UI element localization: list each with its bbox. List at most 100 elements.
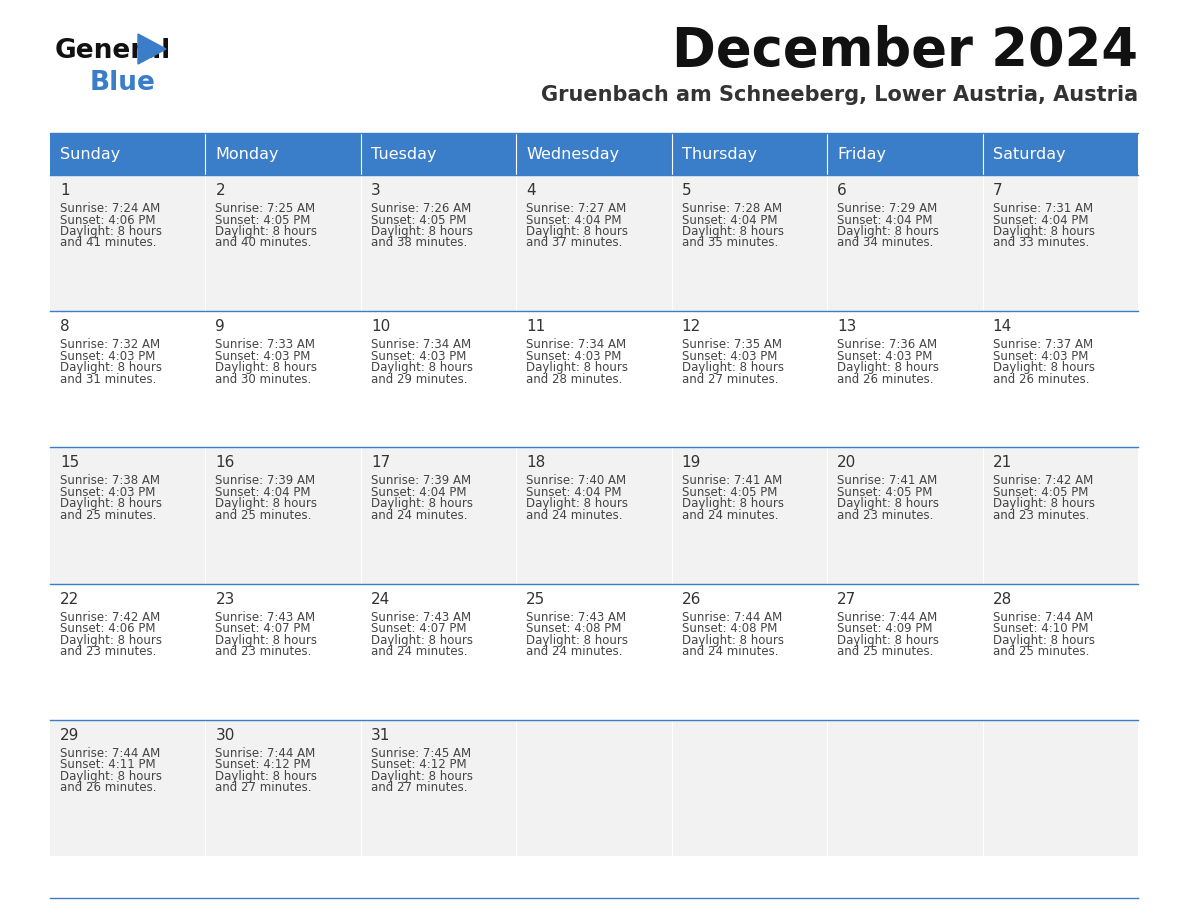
Text: Friday: Friday [838,147,886,162]
Text: General: General [55,38,171,64]
Text: Daylight: 8 hours: Daylight: 8 hours [61,770,162,783]
Text: Daylight: 8 hours: Daylight: 8 hours [61,361,162,375]
Text: Sunset: 4:05 PM: Sunset: 4:05 PM [215,214,311,227]
Text: and 41 minutes.: and 41 minutes. [61,237,157,250]
Text: and 23 minutes.: and 23 minutes. [61,645,157,658]
Text: Sunset: 4:04 PM: Sunset: 4:04 PM [371,486,467,498]
Bar [50,584,206,720]
Text: 28: 28 [992,591,1012,607]
Text: Daylight: 8 hours: Daylight: 8 hours [838,225,940,238]
Text: and 24 minutes.: and 24 minutes. [526,509,623,522]
Text: Sunrise: 7:35 AM: Sunrise: 7:35 AM [682,338,782,352]
Text: Sunset: 4:07 PM: Sunset: 4:07 PM [215,622,311,635]
Text: Daylight: 8 hours: Daylight: 8 hours [838,498,940,510]
Text: Sunrise: 7:43 AM: Sunrise: 7:43 AM [526,610,626,623]
Text: and 34 minutes.: and 34 minutes. [838,237,934,250]
Text: Sunrise: 7:36 AM: Sunrise: 7:36 AM [838,338,937,352]
Bar [827,311,982,447]
Bar [671,133,827,175]
Text: Thursday: Thursday [682,147,757,162]
Text: Sunset: 4:08 PM: Sunset: 4:08 PM [526,622,621,635]
Text: Sunset: 4:03 PM: Sunset: 4:03 PM [61,350,156,363]
Bar [982,175,1138,311]
Bar [361,175,517,311]
Bar [517,447,671,584]
Text: Sunset: 4:04 PM: Sunset: 4:04 PM [526,214,621,227]
Bar [206,447,361,584]
Text: and 28 minutes.: and 28 minutes. [526,373,623,386]
Bar [671,584,827,720]
Bar [206,133,361,175]
Text: Daylight: 8 hours: Daylight: 8 hours [992,361,1094,375]
Bar [50,175,206,311]
Text: and 24 minutes.: and 24 minutes. [371,509,467,522]
Text: Sunrise: 7:39 AM: Sunrise: 7:39 AM [215,475,316,487]
Text: and 27 minutes.: and 27 minutes. [215,781,312,794]
Text: 9: 9 [215,319,226,334]
Text: December 2024: December 2024 [672,25,1138,77]
Text: Sunrise: 7:44 AM: Sunrise: 7:44 AM [682,610,782,623]
Text: Sunrise: 7:33 AM: Sunrise: 7:33 AM [215,338,316,352]
Text: Daylight: 8 hours: Daylight: 8 hours [526,498,628,510]
Text: Sunrise: 7:44 AM: Sunrise: 7:44 AM [61,747,160,760]
Text: Daylight: 8 hours: Daylight: 8 hours [526,225,628,238]
Text: Daylight: 8 hours: Daylight: 8 hours [526,361,628,375]
Bar [361,447,517,584]
Text: and 23 minutes.: and 23 minutes. [838,509,934,522]
Text: Sunset: 4:04 PM: Sunset: 4:04 PM [215,486,311,498]
Text: Blue: Blue [90,70,156,96]
Text: 1: 1 [61,183,70,198]
Text: Sunset: 4:03 PM: Sunset: 4:03 PM [992,350,1088,363]
Text: Sunrise: 7:31 AM: Sunrise: 7:31 AM [992,202,1093,215]
Text: Daylight: 8 hours: Daylight: 8 hours [61,633,162,646]
Text: and 35 minutes.: and 35 minutes. [682,237,778,250]
Text: 13: 13 [838,319,857,334]
Text: Sunrise: 7:43 AM: Sunrise: 7:43 AM [215,610,316,623]
Bar [982,133,1138,175]
Text: Sunset: 4:06 PM: Sunset: 4:06 PM [61,214,156,227]
Text: 27: 27 [838,591,857,607]
Text: and 31 minutes.: and 31 minutes. [61,373,157,386]
Text: Sunrise: 7:41 AM: Sunrise: 7:41 AM [838,475,937,487]
Text: and 25 minutes.: and 25 minutes. [61,509,157,522]
Text: 29: 29 [61,728,80,743]
Text: and 26 minutes.: and 26 minutes. [992,373,1089,386]
Text: Sunrise: 7:28 AM: Sunrise: 7:28 AM [682,202,782,215]
Text: and 26 minutes.: and 26 minutes. [838,373,934,386]
Text: 15: 15 [61,455,80,470]
Bar [206,584,361,720]
Text: and 24 minutes.: and 24 minutes. [682,509,778,522]
Text: Sunset: 4:09 PM: Sunset: 4:09 PM [838,622,933,635]
Text: Sunset: 4:11 PM: Sunset: 4:11 PM [61,758,156,771]
Text: Sunrise: 7:42 AM: Sunrise: 7:42 AM [61,610,160,623]
Bar [982,311,1138,447]
Text: Daylight: 8 hours: Daylight: 8 hours [215,633,317,646]
Text: Sunset: 4:03 PM: Sunset: 4:03 PM [61,486,156,498]
Text: 6: 6 [838,183,847,198]
Text: Sunrise: 7:38 AM: Sunrise: 7:38 AM [61,475,160,487]
Text: Sunset: 4:04 PM: Sunset: 4:04 PM [682,214,777,227]
Text: Sunset: 4:03 PM: Sunset: 4:03 PM [838,350,933,363]
Text: Daylight: 8 hours: Daylight: 8 hours [215,225,317,238]
Text: and 25 minutes.: and 25 minutes. [215,509,311,522]
Text: Sunrise: 7:27 AM: Sunrise: 7:27 AM [526,202,626,215]
Text: 19: 19 [682,455,701,470]
Text: Daylight: 8 hours: Daylight: 8 hours [682,498,784,510]
Text: Sunrise: 7:44 AM: Sunrise: 7:44 AM [992,610,1093,623]
Text: 4: 4 [526,183,536,198]
Text: Sunset: 4:05 PM: Sunset: 4:05 PM [682,486,777,498]
Text: and 23 minutes.: and 23 minutes. [215,645,311,658]
Text: and 24 minutes.: and 24 minutes. [682,645,778,658]
Bar [517,133,671,175]
Bar [671,311,827,447]
Bar [50,133,206,175]
Text: 14: 14 [992,319,1012,334]
Text: Daylight: 8 hours: Daylight: 8 hours [682,633,784,646]
Text: Sunrise: 7:41 AM: Sunrise: 7:41 AM [682,475,782,487]
Text: Sunset: 4:08 PM: Sunset: 4:08 PM [682,622,777,635]
Bar [671,447,827,584]
Text: Sunset: 4:12 PM: Sunset: 4:12 PM [371,758,467,771]
Bar [50,311,206,447]
Text: Daylight: 8 hours: Daylight: 8 hours [526,633,628,646]
Text: Sunrise: 7:32 AM: Sunrise: 7:32 AM [61,338,160,352]
